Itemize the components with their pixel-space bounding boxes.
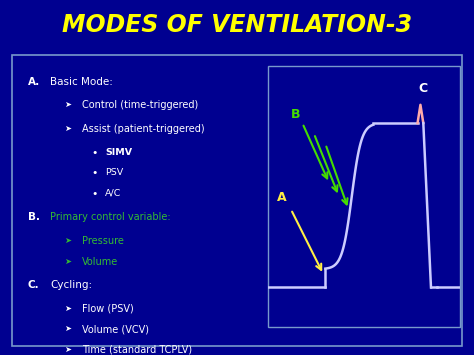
Text: B.: B. [27, 212, 40, 222]
Text: B: B [291, 108, 301, 121]
Text: ➤: ➤ [64, 304, 71, 313]
Text: MODES OF VENTILATION-3: MODES OF VENTILATION-3 [62, 13, 412, 37]
Text: ➤: ➤ [64, 345, 71, 354]
Text: Basic Mode:: Basic Mode: [50, 77, 113, 87]
Text: A/C: A/C [105, 189, 121, 198]
Text: Primary control variable:: Primary control variable: [50, 212, 171, 222]
Text: •: • [91, 189, 98, 199]
Text: C.: C. [27, 280, 39, 290]
Text: •: • [91, 148, 98, 158]
Text: ➤: ➤ [64, 100, 71, 109]
Text: ➤: ➤ [64, 124, 71, 133]
Text: SIMV: SIMV [105, 148, 132, 157]
Text: C: C [419, 82, 428, 95]
Text: PSV: PSV [105, 168, 123, 177]
Text: ➤: ➤ [64, 324, 71, 333]
Text: A: A [277, 191, 287, 204]
Text: Time (standard TCPLV): Time (standard TCPLV) [82, 345, 192, 355]
Text: Control (time-triggered): Control (time-triggered) [82, 100, 199, 110]
Text: •: • [91, 168, 98, 178]
Text: Pressure: Pressure [82, 236, 124, 246]
Text: Cycling:: Cycling: [50, 280, 92, 290]
Text: Volume: Volume [82, 257, 118, 267]
Text: ➤: ➤ [64, 236, 71, 245]
Text: Flow (PSV): Flow (PSV) [82, 304, 134, 314]
Text: Volume (VCV): Volume (VCV) [82, 324, 149, 334]
Text: ➤: ➤ [64, 257, 71, 266]
Text: Assist (patient-triggered): Assist (patient-triggered) [82, 124, 205, 134]
Text: A.: A. [27, 77, 40, 87]
